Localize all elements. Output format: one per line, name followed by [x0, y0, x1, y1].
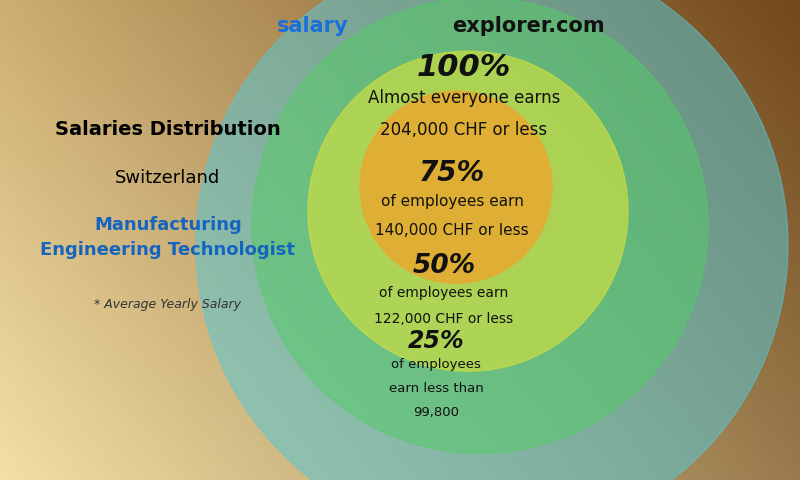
Ellipse shape	[196, 0, 788, 480]
Text: Almost everyone earns: Almost everyone earns	[368, 89, 560, 108]
Text: 25%: 25%	[408, 329, 464, 353]
Text: Salaries Distribution: Salaries Distribution	[55, 120, 281, 139]
Text: of employees earn: of employees earn	[379, 286, 509, 300]
Text: 75%: 75%	[419, 159, 485, 187]
Text: earn less than: earn less than	[389, 382, 483, 396]
Text: of employees earn: of employees earn	[381, 194, 523, 209]
Text: 99,800: 99,800	[413, 406, 459, 420]
Ellipse shape	[360, 91, 552, 283]
Text: 50%: 50%	[413, 253, 475, 279]
Text: of employees: of employees	[391, 358, 481, 372]
Ellipse shape	[252, 0, 708, 454]
Ellipse shape	[308, 51, 628, 371]
Text: 122,000 CHF or less: 122,000 CHF or less	[374, 312, 514, 326]
Text: salary: salary	[276, 16, 348, 36]
Text: 100%: 100%	[417, 53, 511, 82]
Text: * Average Yearly Salary: * Average Yearly Salary	[94, 298, 242, 312]
Text: 204,000 CHF or less: 204,000 CHF or less	[381, 120, 547, 139]
Text: Switzerland: Switzerland	[115, 168, 221, 187]
Text: 140,000 CHF or less: 140,000 CHF or less	[375, 223, 529, 238]
Text: explorer.com: explorer.com	[452, 16, 605, 36]
Text: Manufacturing
Engineering Technologist: Manufacturing Engineering Technologist	[41, 216, 295, 259]
